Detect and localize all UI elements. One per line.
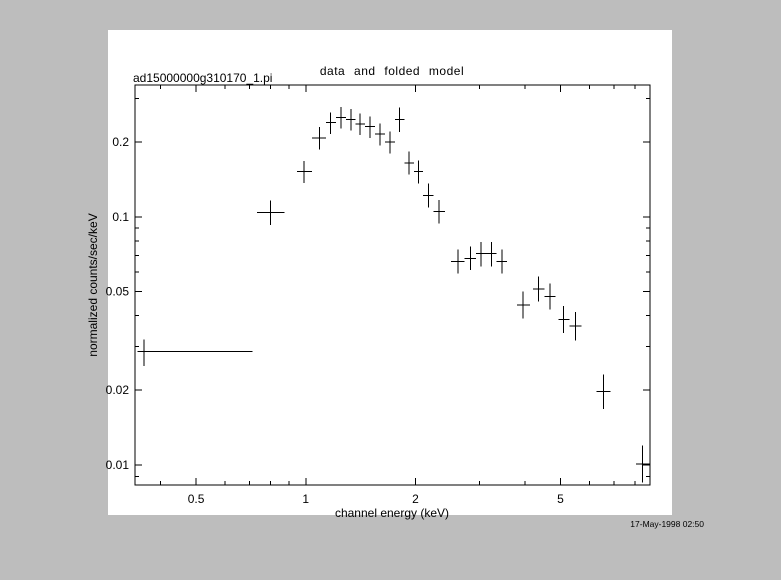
- plot-title: data and folded model: [320, 64, 464, 78]
- y-tick-label: 0.05: [106, 285, 130, 299]
- timestamp: 17-May-1998 02:50: [630, 519, 704, 529]
- plot-geometry: 0.5 1 2 5 0.01 0.02 0.05 0.1 0.2: [106, 84, 651, 506]
- x-tick-label: 0.5: [188, 492, 205, 506]
- x-tick-label: 5: [557, 492, 564, 506]
- y-tick-label: 0.01: [106, 458, 130, 472]
- plot-frame: [134, 84, 651, 486]
- x-tick-label: 1: [302, 492, 309, 506]
- y-axis-label: normalized counts/sec/keV: [86, 213, 100, 356]
- plot-panel: [108, 30, 672, 515]
- y-tick-label: 0.1: [112, 210, 129, 224]
- dataset-label: ad15000000g310170_1.pi: [133, 71, 272, 85]
- y-tick-label: 0.02: [106, 383, 130, 397]
- x-tick-label: 2: [412, 492, 419, 506]
- x-axis-label: channel energy (keV): [335, 506, 449, 520]
- y-tick-label: 0.2: [112, 135, 129, 149]
